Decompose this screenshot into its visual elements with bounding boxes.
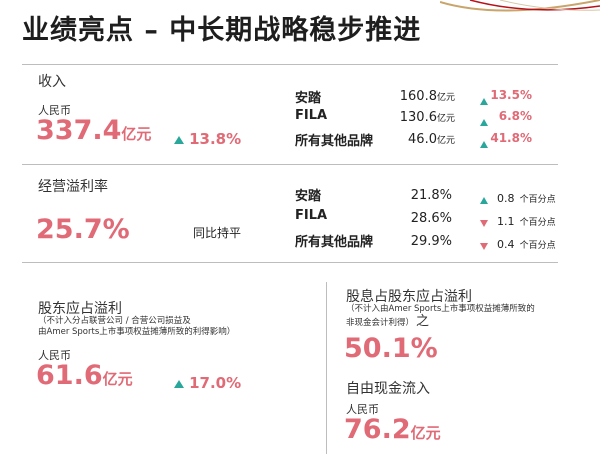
op-margin-note: 同比持平 [193, 226, 242, 240]
profit-value: 61.6 [36, 360, 103, 391]
profit-label: 股东应占溢利 [38, 301, 122, 317]
revenue-brand-value: 130.6 [399, 110, 437, 125]
op-brand-name: 所有其他品牌 [295, 235, 374, 250]
revenue-unit: 亿元 [121, 125, 152, 143]
top-divider [22, 64, 558, 65]
profit-growth-value: 17.0% [189, 374, 242, 392]
op-margin-value: 25.7% [36, 214, 130, 245]
up-arrow-icon [480, 134, 488, 153]
op-brand-change: 0.4 个百分点 [497, 238, 556, 251]
revenue-growth: 13.8% [174, 129, 241, 148]
up-arrow-icon [174, 135, 184, 144]
fcf-value: 76.2 [344, 414, 411, 445]
revenue-brand-growth: 41.8% [490, 131, 532, 145]
profit-total: 61.6亿元 [36, 360, 133, 391]
op-brand-value: 28.6% [410, 211, 452, 226]
fcf-label: 自由现金流入 [346, 381, 430, 397]
down-arrow-icon [480, 236, 488, 255]
dividend-note-line2: 非现金会计利得）之 [346, 314, 430, 329]
op-brand-name: FILA [295, 208, 328, 223]
revenue-value: 337.4 [36, 115, 122, 146]
op-brand-change: 1.1 个百分点 [497, 215, 556, 228]
profit-note-line1: （不计入分占联营公司 / 合营公司损益及 [38, 316, 191, 326]
revenue-label: 收入 [38, 74, 66, 90]
fcf-currency: 人民币 [346, 403, 379, 416]
fcf-total: 76.2亿元 [344, 414, 441, 445]
vertical-divider [326, 282, 327, 454]
fcf-unit: 亿元 [410, 424, 441, 442]
revenue-brand-unit: 亿元 [436, 136, 455, 146]
dividend-label: 股息占股东应占溢利 [346, 289, 472, 305]
revenue-brand-value-row: 46.0亿元 [370, 132, 455, 147]
revenue-currency: 人民币 [38, 104, 71, 117]
op-margin-label: 经营溢利率 [38, 179, 108, 195]
up-arrow-icon [480, 190, 488, 209]
op-brand-change: 0.8 个百分点 [497, 192, 556, 205]
section-divider [22, 164, 558, 165]
revenue-brand-value-row: 160.8亿元 [370, 89, 455, 104]
profit-note-line2: 由Amer Sports上市事项权益摊薄所致的利得影响） [38, 327, 236, 337]
up-arrow-icon [480, 91, 488, 110]
revenue-total: 337.4亿元 [36, 115, 151, 146]
op-brand-value: 21.8% [410, 188, 452, 203]
profit-unit: 亿元 [102, 370, 133, 388]
revenue-brand-growth: 6.8% [498, 109, 532, 123]
dividend-suffix: 之 [416, 314, 430, 329]
up-arrow-icon [480, 112, 488, 131]
dividend-value: 50.1% [344, 333, 438, 364]
dividend-note-line1: （不计入由Amer Sports上市事项权益摊薄所致的 [346, 304, 535, 314]
revenue-brand-name: 安踏 [295, 91, 322, 106]
revenue-growth-value: 13.8% [189, 130, 242, 148]
revenue-brand-value: 46.0 [408, 132, 437, 147]
decorative-curves [440, 0, 600, 18]
down-arrow-icon [480, 213, 488, 232]
revenue-brand-name: FILA [295, 108, 328, 123]
section-divider [22, 262, 558, 263]
revenue-brand-value-row: 130.6亿元 [370, 110, 455, 125]
up-arrow-icon [174, 379, 184, 388]
profit-currency: 人民币 [38, 349, 71, 362]
page-title: 业绩亮点 – 中长期战略稳步推进 [22, 15, 422, 46]
revenue-brand-value: 160.8 [399, 89, 437, 104]
op-brand-name: 安踏 [295, 189, 322, 204]
revenue-brand-growth: 13.5% [490, 88, 532, 102]
op-brand-value: 29.9% [410, 234, 452, 249]
revenue-brand-unit: 亿元 [436, 93, 455, 103]
revenue-brand-name: 所有其他品牌 [295, 134, 374, 149]
revenue-brand-unit: 亿元 [436, 114, 455, 124]
profit-growth: 17.0% [174, 373, 241, 392]
